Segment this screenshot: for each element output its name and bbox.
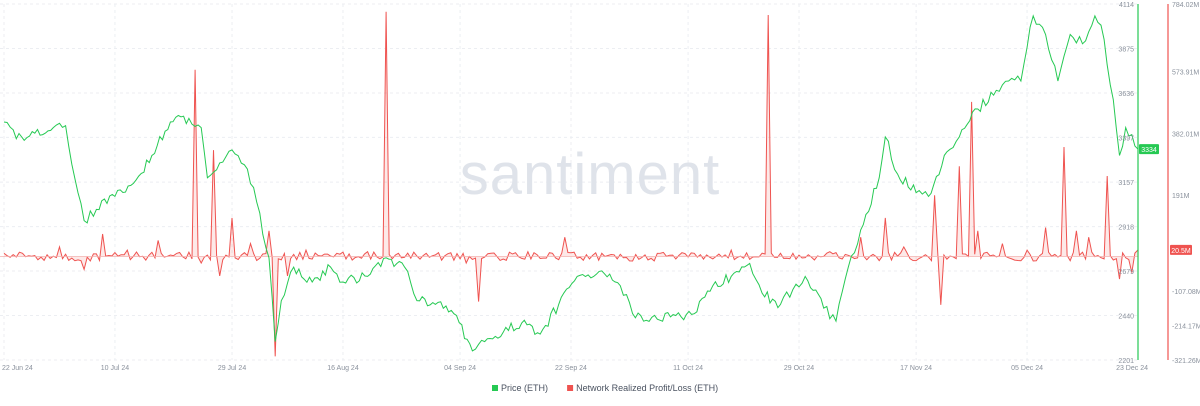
price-tick-label: 3157 — [1118, 180, 1134, 187]
x-tick-label: 22 Sep 24 — [555, 365, 587, 372]
current-value-badges: 3334 20.5M — [1139, 144, 1192, 255]
pnl-tick-label: -321.26M — [1172, 358, 1200, 365]
x-axis: 22 Jun 24 10 Jul 24 29 Jul 24 16 Aug 24 04 S… — [2, 365, 1148, 372]
price-axis: 4114 3875 3636 3397 3157 2918 2679 2440 2201 — [1118, 2, 1139, 365]
x-tick-label: 04 Sep 24 — [444, 365, 476, 372]
x-tick-label: 29 Jul 24 — [218, 365, 247, 372]
pnl-current-label: 20.5M — [1171, 248, 1191, 255]
x-tick-label: 17 Nov 24 — [900, 365, 932, 372]
pnl-area-fill — [4, 11, 1138, 357]
price-tick-label: 2201 — [1118, 358, 1134, 365]
legend-swatch — [567, 385, 574, 391]
pnl-tick-label: 784.02M — [1172, 2, 1199, 9]
x-tick-label: 23 Dec 24 — [1116, 365, 1148, 372]
price-line — [3, 14, 1139, 352]
x-tick-label: 05 Dec 24 — [1011, 365, 1043, 372]
pnl-area — [4, 11, 1138, 357]
pnl-tick-label: 191M — [1172, 193, 1190, 200]
x-tick-label: 16 Aug 24 — [327, 365, 359, 372]
pnl-tick-label: 382.01M — [1172, 131, 1199, 138]
x-tick-label: 22 Jun 24 — [2, 365, 33, 372]
pnl-tick-label: -214.17M — [1172, 324, 1200, 331]
legend-label: Price (ETH) — [501, 383, 548, 393]
pnl-tick-label: -107.08M — [1172, 289, 1200, 296]
pnl-tick-label: 573.91M — [1172, 70, 1199, 77]
watermark: santiment — [460, 142, 720, 207]
price-tick-label: 2918 — [1118, 225, 1134, 232]
legend: Price (ETH) Network Realized Profit/Loss … — [492, 383, 718, 393]
price-tick-label: 3875 — [1118, 46, 1134, 53]
price-tick-label: 4114 — [1119, 2, 1134, 9]
price-series-line — [3, 14, 1139, 352]
x-tick-label: 29 Oct 24 — [784, 365, 814, 372]
legend-swatch — [492, 385, 498, 391]
price-tick-label: 3636 — [1118, 91, 1134, 98]
price-tick-label: 2679 — [1118, 269, 1134, 276]
x-tick-label: 10 Jul 24 — [101, 365, 130, 372]
pnl-series-line — [0, 11, 1139, 357]
price-current-label: 3334 — [1141, 147, 1157, 154]
price-tick-label: 2440 — [1118, 314, 1134, 321]
price-tick-label: 3397 — [1118, 135, 1134, 142]
pnl-line — [3, 11, 1139, 357]
grid-lines — [0, 3, 1139, 361]
legend-label: Network Realized Profit/Loss (ETH) — [576, 383, 718, 393]
pnl-axis: 784.02M 573.91M 382.01M 191M -107.08M -214.17… — [1167, 2, 1200, 365]
pnl-current-badge — [1170, 244, 1192, 255]
price-current-badge — [1139, 144, 1159, 155]
x-tick-label: 11 Oct 24 — [673, 365, 703, 372]
